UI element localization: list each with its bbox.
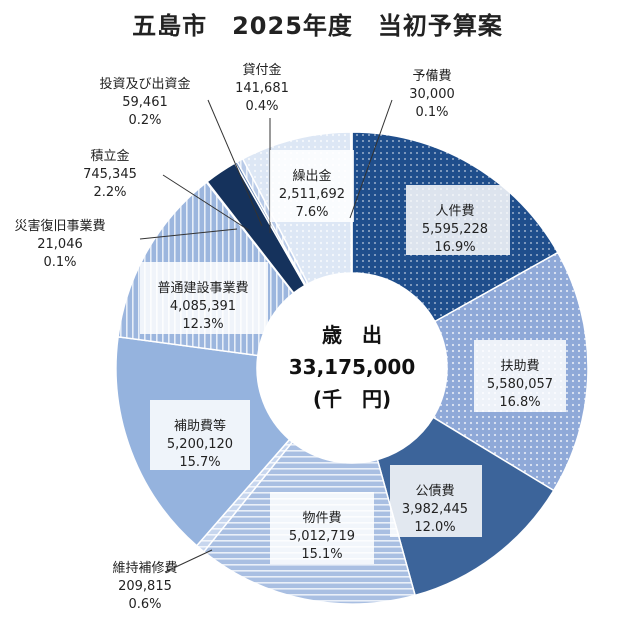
slice-label-bg: [390, 465, 482, 537]
slice-label-name: 公債費: [415, 484, 454, 499]
slice-label-bg: [474, 340, 566, 412]
slice-label-value: 59,461: [122, 95, 168, 110]
slice-label-percent: 16.9%: [434, 240, 475, 255]
slice-label-value: 5,580,057: [487, 377, 553, 392]
slice-label-value: 4,085,391: [170, 299, 236, 314]
slice-label-percent: 0.2%: [128, 113, 161, 128]
slice-label-percent: 0.1%: [43, 255, 76, 270]
leader-line: [349, 99, 393, 219]
slice-label-bg: [270, 492, 374, 564]
slice-label-name: 貸付金: [242, 62, 281, 78]
slice-label-percent: 2.2%: [93, 185, 126, 200]
slice-label-name: 災害復旧事業費: [14, 218, 105, 234]
slice-label-bg: [270, 150, 354, 222]
slice-label-name: 人件費: [435, 204, 474, 219]
center-unit: (千 円): [313, 387, 391, 411]
slice-label-value: 209,815: [118, 579, 172, 594]
slice-label-name: 物件費: [302, 511, 341, 526]
slice-label-name: 普通建設事業費: [157, 280, 248, 296]
slice-label-value: 5,012,719: [289, 529, 355, 544]
slice-label-percent: 12.0%: [414, 520, 455, 535]
slice-label-percent: 15.1%: [301, 547, 342, 562]
slice-label-bg: [150, 400, 250, 470]
slice-label-percent: 12.3%: [182, 317, 223, 332]
slice-label-name: 補助費等: [174, 418, 226, 434]
leader-line: [139, 228, 238, 240]
slice-label-value: 141,681: [235, 81, 289, 96]
slice-label-bg: [140, 262, 268, 334]
slice-label-percent: 16.8%: [499, 395, 540, 410]
slice-label-name: 繰出金: [292, 168, 331, 184]
slice-label-value: 2,511,692: [279, 187, 345, 202]
slice-label-value: 745,345: [83, 167, 137, 182]
slice-label-percent: 0.4%: [245, 99, 278, 114]
slice-label-value: 21,046: [37, 237, 83, 252]
slice-label-name: 維持補修費: [112, 561, 177, 576]
slice-label-percent: 0.6%: [128, 597, 161, 612]
slice-label-bg: [406, 185, 510, 255]
slice-label-percent: 7.6%: [295, 205, 328, 220]
center-label: 歳 出: [322, 323, 382, 347]
leader-line: [164, 549, 213, 573]
slice-label-name: 投資及び出資金: [99, 76, 190, 92]
slice-label-name: 扶助費: [500, 359, 539, 374]
slice-label-value: 5,595,228: [422, 222, 488, 237]
slice-label-value: 3,982,445: [402, 502, 468, 517]
leader-line: [207, 99, 263, 227]
slice-label-percent: 15.7%: [179, 455, 220, 470]
slice-label-value: 30,000: [409, 87, 455, 102]
slice-label-value: 5,200,120: [167, 437, 233, 452]
slice-label-name: 積立金: [90, 148, 129, 164]
slice-label-name: 予備費: [412, 68, 451, 84]
leader-line: [162, 174, 251, 232]
slice-label-percent: 0.1%: [415, 105, 448, 120]
chart-title: 五島市 2025年度 当初予算案: [132, 12, 503, 40]
center-total: 33,175,000: [289, 355, 416, 379]
